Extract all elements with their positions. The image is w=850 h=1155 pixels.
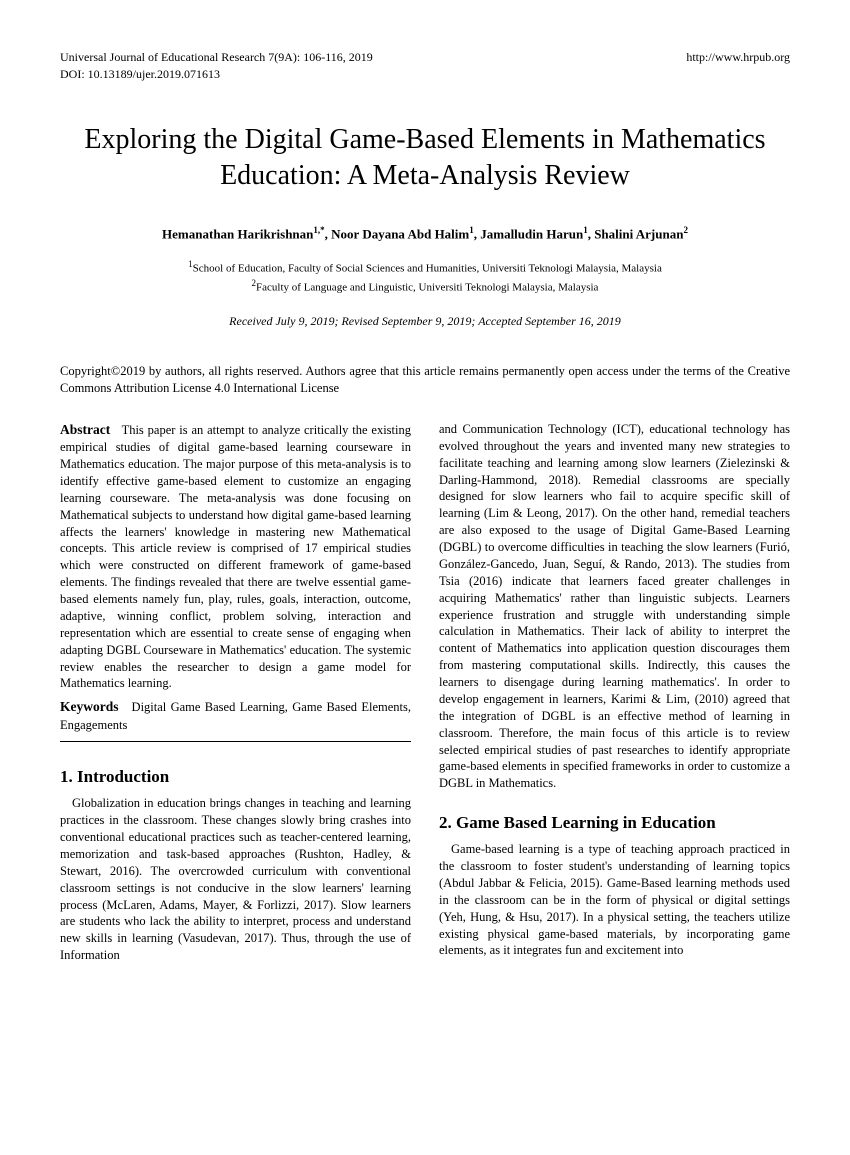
keywords: Keywords Digital Game Based Learning, Ga… bbox=[60, 698, 411, 733]
section-1-body: Globalization in education brings change… bbox=[60, 795, 411, 964]
abstract-label: Abstract bbox=[60, 422, 110, 437]
keywords-label: Keywords bbox=[60, 699, 119, 714]
section-rule bbox=[60, 741, 411, 742]
authors: Hemanathan Harikrishnan1,*, Noor Dayana … bbox=[60, 225, 790, 242]
journal-citation: Universal Journal of Educational Researc… bbox=[60, 50, 373, 65]
doi: DOI: 10.13189/ujer.2019.071613 bbox=[60, 67, 790, 82]
publisher-url: http://www.hrpub.org bbox=[686, 50, 790, 65]
affiliations: 1School of Education, Faculty of Social … bbox=[60, 258, 790, 296]
abstract: Abstract This paper is an attempt to ana… bbox=[60, 421, 411, 692]
article-dates: Received July 9, 2019; Revised September… bbox=[60, 314, 790, 329]
paper-title: Exploring the Digital Game-Based Element… bbox=[80, 122, 770, 195]
column-2-continuation: and Communication Technology (ICT), educ… bbox=[439, 421, 790, 792]
affiliation-2: Faculty of Language and Linguistic, Univ… bbox=[256, 282, 598, 294]
abstract-text: This paper is an attempt to analyze crit… bbox=[60, 423, 411, 690]
section-1-heading: 1. Introduction bbox=[60, 766, 411, 789]
section-2-body: Game-based learning is a type of teachin… bbox=[439, 841, 790, 959]
copyright-notice: Copyright©2019 by authors, all rights re… bbox=[60, 363, 790, 397]
affiliation-1: School of Education, Faculty of Social S… bbox=[193, 263, 662, 275]
section-2-heading: 2. Game Based Learning in Education bbox=[439, 812, 790, 835]
